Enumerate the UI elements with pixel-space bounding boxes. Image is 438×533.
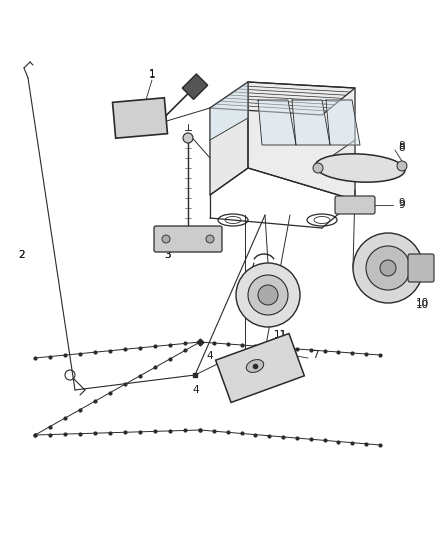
Polygon shape: [215, 334, 304, 402]
Circle shape: [353, 233, 423, 303]
Text: 9: 9: [399, 198, 405, 208]
FancyBboxPatch shape: [154, 226, 222, 252]
FancyBboxPatch shape: [335, 196, 375, 214]
Circle shape: [380, 260, 396, 276]
Ellipse shape: [246, 360, 264, 373]
Circle shape: [313, 163, 323, 173]
Circle shape: [397, 161, 407, 171]
Text: 8: 8: [399, 141, 405, 151]
Text: 8: 8: [399, 143, 405, 153]
FancyBboxPatch shape: [408, 254, 434, 282]
Text: 10: 10: [415, 298, 428, 308]
Text: 6: 6: [260, 380, 266, 390]
Text: 1: 1: [148, 69, 155, 79]
Text: 11: 11: [273, 330, 286, 340]
Text: 1: 1: [148, 70, 155, 80]
Text: 9: 9: [399, 200, 405, 210]
Text: 2: 2: [19, 250, 25, 260]
Polygon shape: [326, 100, 360, 145]
Polygon shape: [182, 74, 208, 99]
Text: 10: 10: [415, 300, 428, 310]
Text: 3: 3: [164, 250, 170, 260]
Ellipse shape: [206, 235, 214, 243]
Text: 3: 3: [164, 250, 170, 260]
Text: 5: 5: [245, 388, 251, 398]
Polygon shape: [292, 100, 330, 145]
Circle shape: [236, 263, 300, 327]
Polygon shape: [113, 98, 167, 138]
Polygon shape: [248, 82, 355, 200]
Text: 2: 2: [19, 250, 25, 260]
Circle shape: [248, 275, 288, 315]
Text: 7: 7: [312, 350, 318, 360]
Circle shape: [366, 246, 410, 290]
Ellipse shape: [315, 154, 405, 182]
Text: 4: 4: [193, 385, 199, 395]
Polygon shape: [210, 82, 248, 140]
Ellipse shape: [162, 235, 170, 243]
Polygon shape: [210, 82, 355, 115]
Text: 4: 4: [207, 351, 213, 361]
Circle shape: [258, 285, 278, 305]
Polygon shape: [258, 100, 296, 145]
Text: 11: 11: [273, 330, 286, 340]
Polygon shape: [210, 82, 248, 195]
Circle shape: [183, 133, 193, 143]
